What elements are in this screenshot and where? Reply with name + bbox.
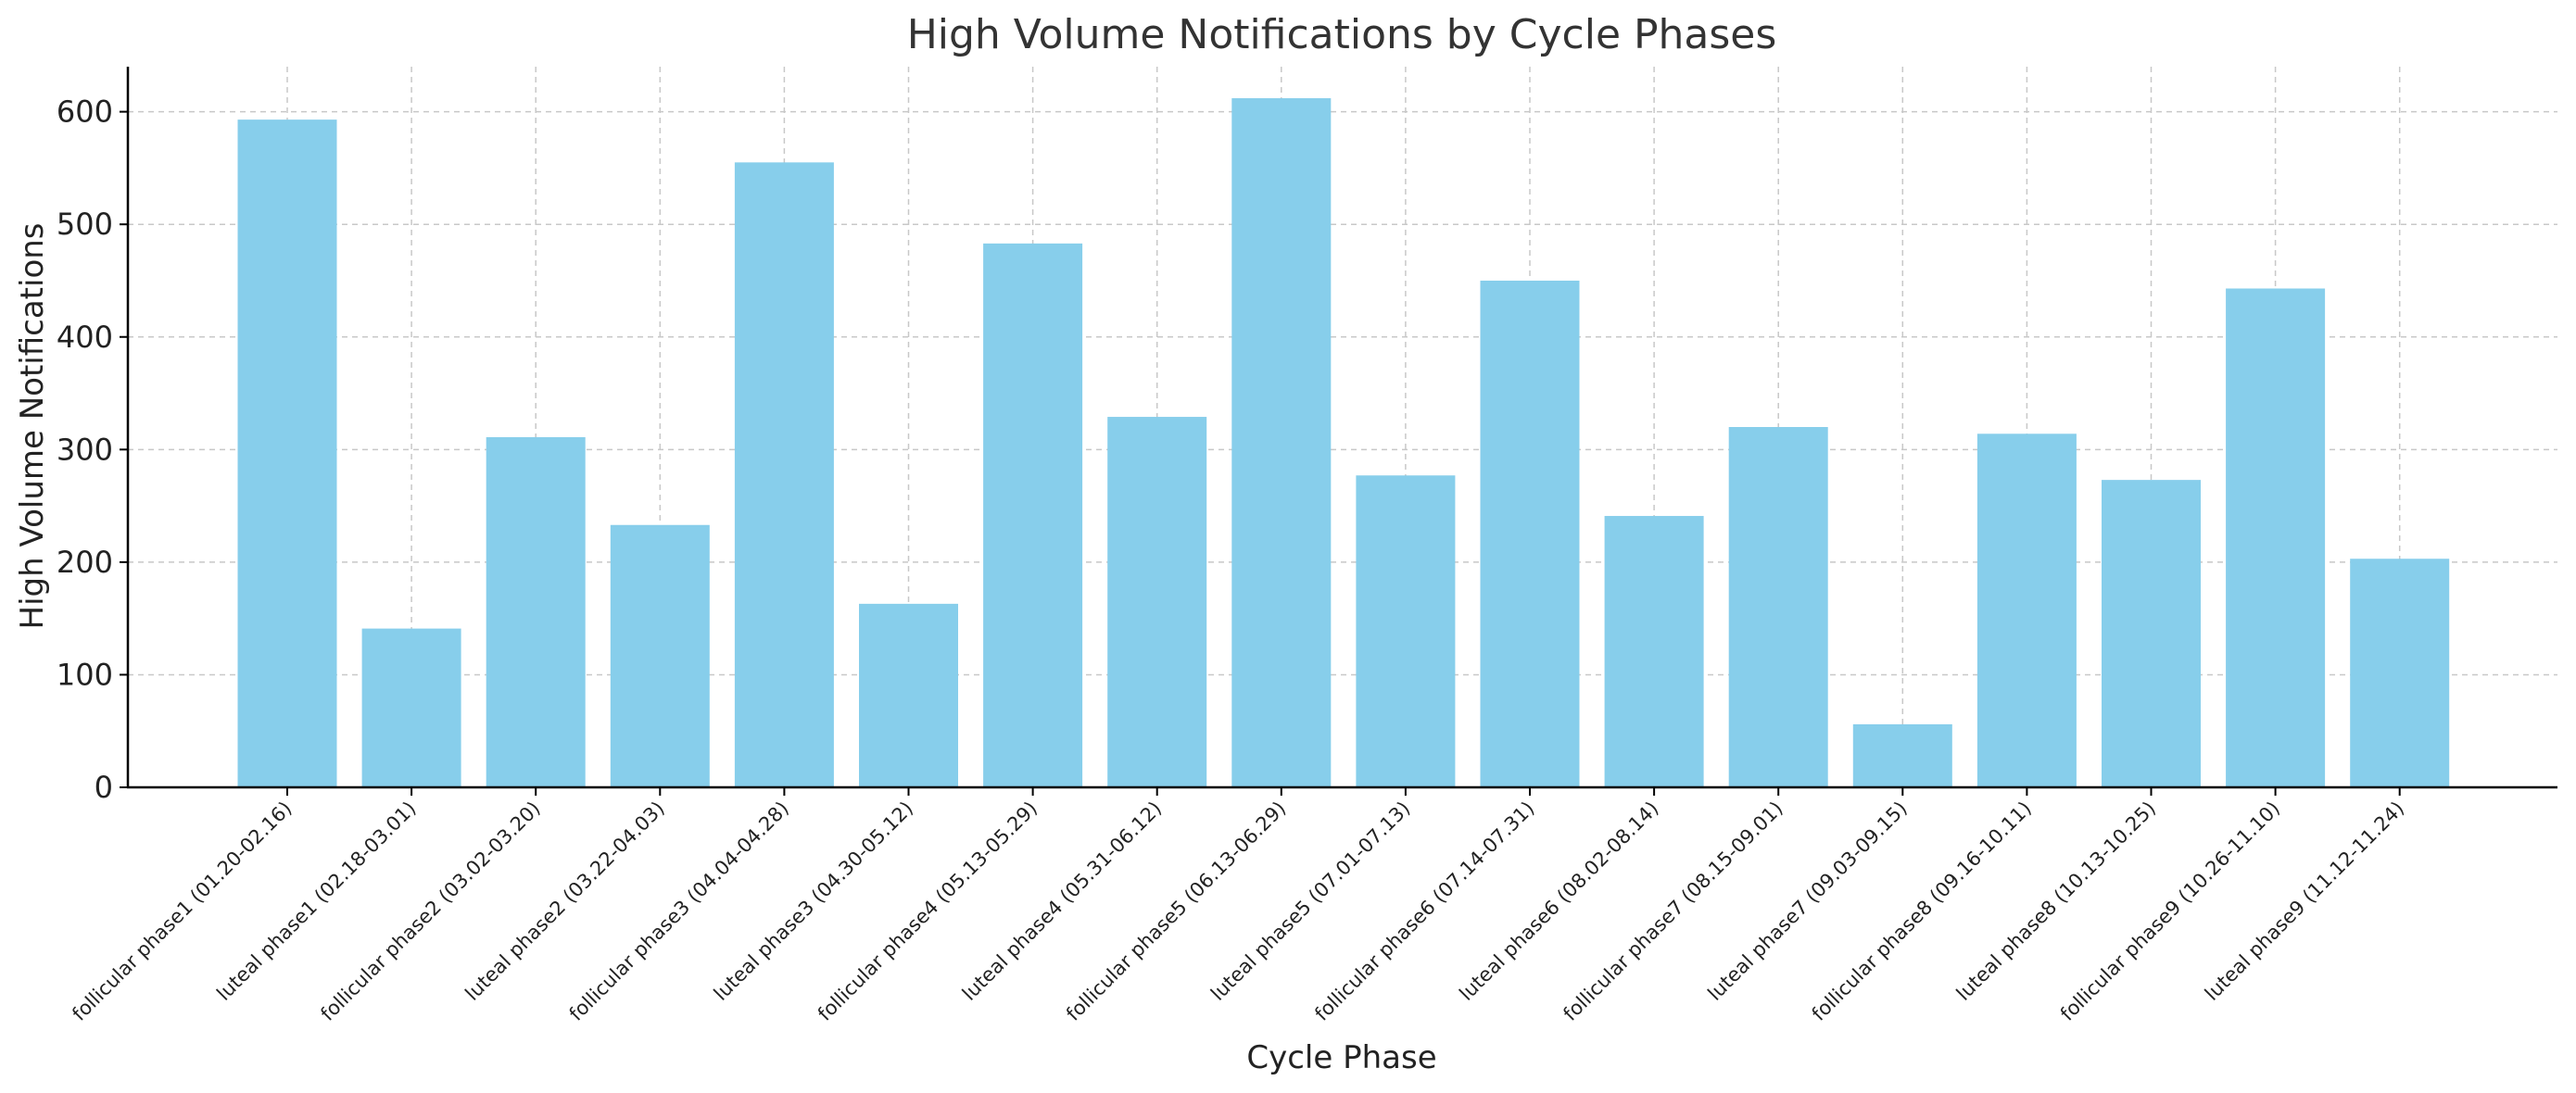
x-tick-label-11: luteal phase6 (08.02-08.14): [1455, 798, 1662, 1005]
x-tick-label-17: luteal phase9 (11.12-11.24): [2201, 798, 2408, 1005]
bar-15: [2102, 480, 2201, 787]
bar-10: [1480, 280, 1580, 787]
y-tick-label-3: 300: [57, 432, 113, 467]
chart-title: High Volume Notifications by Cycle Phase…: [907, 11, 1777, 58]
y-tick-label-1: 100: [57, 657, 113, 692]
x-tick-label-15: luteal phase8 (10.13-10.25): [1952, 798, 2160, 1005]
x-tick-label-16: follicular phase9 (10.26-11.10): [2056, 798, 2284, 1025]
x-tick-label-7: luteal phase4 (05.31-06.12): [958, 798, 1166, 1005]
bar-1: [361, 628, 461, 787]
x-tick-label-12: follicular phase7 (08.15-09.01): [1559, 798, 1787, 1025]
bar-6: [983, 243, 1083, 787]
x-tick-label-10: follicular phase6 (07.14-07.31): [1310, 798, 1538, 1025]
x-tick-label-2: follicular phase2 (03.02-03.20): [317, 798, 545, 1025]
bar-16: [2226, 288, 2326, 787]
x-tick-label-8: follicular phase5 (06.13-06.29): [1062, 798, 1290, 1025]
bar-2: [486, 436, 586, 787]
bar-17: [2350, 559, 2450, 787]
x-tick-label-0: follicular phase1 (01.20-02.16): [68, 798, 296, 1025]
bar-0: [237, 119, 337, 787]
y-tick-label-0: 0: [95, 770, 113, 805]
x-tick-label-6: follicular phase4 (05.13-05.29): [814, 798, 1042, 1025]
bar-5: [859, 603, 958, 787]
bar-13: [1852, 723, 1952, 787]
x-tick-label-4: follicular phase3 (04.04-04.28): [565, 798, 793, 1025]
bar-8: [1231, 98, 1332, 788]
axes-layer: [126, 67, 2557, 789]
bar-12: [1728, 427, 1828, 787]
x-tick-label-13: luteal phase7 (09.03-09.15): [1703, 798, 1911, 1005]
x-tick-label-1: luteal phase1 (02.18-03.01): [212, 798, 420, 1005]
y-tick-label-2: 200: [57, 545, 113, 580]
y-tick-label-4: 400: [57, 320, 113, 355]
x-tick-label-14: follicular phase8 (09.16-10.11): [1808, 798, 2036, 1025]
bar-14: [1976, 433, 2077, 787]
y-tick-label-6: 600: [57, 94, 113, 130]
bar-4: [734, 162, 834, 787]
x-tick-label-5: luteal phase3 (04.30-05.12): [710, 798, 917, 1005]
bars-layer: [237, 98, 2450, 788]
y-axis-label: High Volume Notifications: [14, 222, 51, 629]
bar-9: [1356, 475, 1456, 787]
y-tick-label-5: 500: [57, 207, 113, 242]
x-tick-label-3: luteal phase2 (03.22-04.03): [461, 798, 668, 1005]
x-axis-label: Cycle Phase: [1246, 1039, 1436, 1076]
bar-3: [610, 524, 710, 787]
x-tick-label-9: luteal phase5 (07.01-07.13): [1206, 798, 1414, 1005]
bar-7: [1107, 417, 1207, 787]
bar-11: [1604, 516, 1704, 787]
